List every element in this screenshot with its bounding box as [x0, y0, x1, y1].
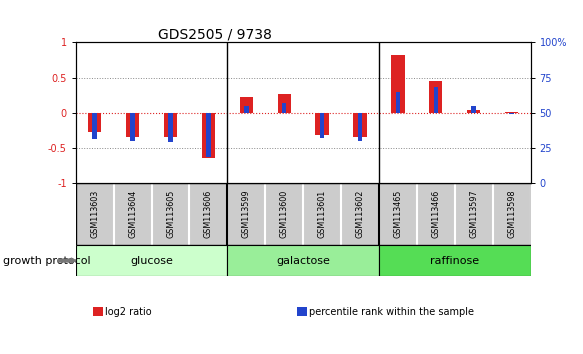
Text: log2 ratio: log2 ratio: [105, 307, 152, 316]
Text: GSM113598: GSM113598: [507, 189, 516, 238]
Bar: [76, 245, 227, 276]
Text: GSM113601: GSM113601: [318, 190, 326, 238]
Bar: [353, 113, 367, 137]
Text: GSM113466: GSM113466: [431, 190, 440, 238]
Bar: [379, 245, 531, 276]
Text: GSM113599: GSM113599: [242, 189, 251, 238]
Text: galactose: galactose: [276, 256, 330, 266]
Bar: [505, 112, 518, 113]
Text: GSM113603: GSM113603: [90, 190, 99, 238]
Bar: [168, 113, 173, 142]
Bar: [164, 113, 177, 137]
Bar: [472, 105, 476, 113]
Bar: [315, 113, 329, 135]
Bar: [131, 113, 135, 141]
Bar: [467, 110, 480, 113]
Text: raffinose: raffinose: [430, 256, 479, 266]
Bar: [126, 113, 139, 137]
Text: GSM113605: GSM113605: [166, 190, 175, 238]
Bar: [202, 113, 215, 158]
Text: GSM113602: GSM113602: [356, 190, 364, 238]
Bar: [88, 113, 101, 132]
Text: glucose: glucose: [130, 256, 173, 266]
Bar: [240, 97, 253, 113]
Bar: [206, 113, 210, 158]
Text: GSM113606: GSM113606: [204, 190, 213, 238]
Bar: [227, 245, 379, 276]
Text: growth protocol: growth protocol: [3, 256, 90, 266]
Text: percentile rank within the sample: percentile rank within the sample: [309, 307, 474, 316]
Bar: [244, 105, 248, 113]
Bar: [434, 87, 438, 113]
Bar: [396, 92, 400, 113]
Text: GSM113465: GSM113465: [394, 190, 402, 238]
Bar: [510, 113, 514, 114]
Bar: [429, 81, 442, 113]
Bar: [93, 113, 97, 139]
Bar: [320, 113, 324, 138]
Bar: [391, 55, 405, 113]
Text: GSM113600: GSM113600: [280, 190, 289, 238]
Text: GSM113597: GSM113597: [469, 189, 478, 238]
Bar: [278, 94, 291, 113]
Bar: [282, 103, 286, 113]
Text: GSM113604: GSM113604: [128, 190, 137, 238]
Text: GDS2505 / 9738: GDS2505 / 9738: [157, 27, 272, 41]
Bar: [358, 113, 362, 141]
